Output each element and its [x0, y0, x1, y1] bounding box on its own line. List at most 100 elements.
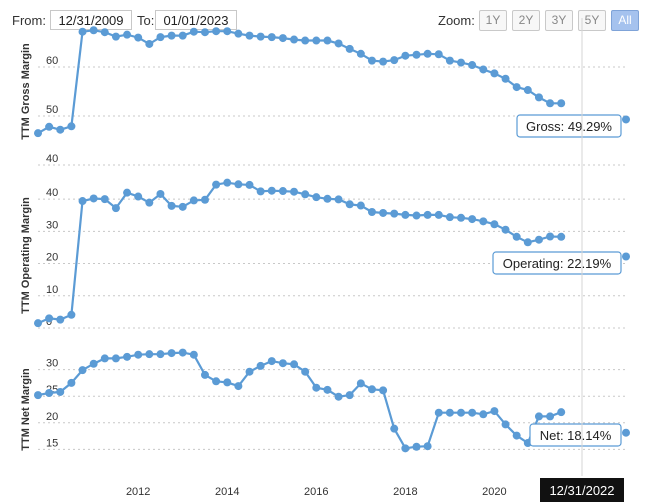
gross-point [223, 27, 232, 36]
net-point [290, 360, 299, 369]
operating-point [278, 187, 287, 196]
operating-point [401, 210, 410, 219]
net-point [334, 392, 343, 401]
net-point [534, 412, 543, 421]
operating-point [557, 232, 566, 241]
operating-point [200, 195, 209, 204]
gross-point [290, 35, 299, 44]
net-ytick-label: 20 [46, 411, 58, 423]
net-point [56, 387, 65, 396]
gross-point [156, 33, 165, 42]
net-point [501, 420, 510, 429]
net-point [557, 408, 566, 417]
net-ytick-label: 30 [46, 358, 58, 370]
zoom-all-button[interactable]: All [611, 10, 639, 31]
net-point [34, 391, 42, 400]
net-point [278, 359, 287, 368]
zoom-label: Zoom: [438, 13, 475, 28]
net-point [379, 386, 388, 395]
operating-tooltip-text: Operating: 22.19% [503, 256, 612, 271]
net-point [167, 349, 176, 358]
net-point [256, 361, 265, 370]
net-point [78, 366, 87, 375]
net-point [468, 408, 477, 417]
gross-point [323, 36, 332, 45]
net-point [390, 424, 399, 433]
operating-ytick-label: 40 [46, 187, 58, 199]
gross-point [557, 99, 566, 108]
gross-point [457, 58, 466, 67]
gross-point [167, 31, 176, 40]
gross-tooltip-box [516, 114, 622, 138]
gross-point [334, 39, 343, 48]
operating-series-line [37, 181, 562, 325]
gross-point [56, 125, 65, 134]
operating-point [334, 195, 343, 204]
operating-point [479, 217, 488, 226]
gross-ytick-label: 40 [46, 153, 58, 165]
x-tick-label: 2016 [304, 486, 328, 498]
to-date-input[interactable]: 01/01/2023 [155, 10, 237, 30]
net-point [45, 389, 54, 398]
gross-point [200, 28, 209, 37]
net-point [367, 385, 376, 394]
net-point [178, 348, 187, 357]
x-tick-label: 2012 [126, 486, 150, 498]
net-point [156, 350, 165, 359]
operating-point [301, 190, 310, 199]
operating-point [367, 208, 376, 216]
operating-point [290, 187, 299, 196]
zoom-2y-button[interactable]: 2Y [512, 10, 540, 31]
net-point [312, 383, 321, 392]
x-tick-label: 2018 [393, 486, 417, 498]
operating-point [356, 201, 365, 210]
from-label: From: [12, 13, 46, 28]
net-point [445, 408, 454, 417]
gross-point [345, 44, 354, 53]
operating-point [379, 208, 388, 217]
gross-tooltip-text: Gross: 49.29% [526, 119, 612, 134]
net-point [356, 379, 365, 388]
operating-point [78, 197, 87, 206]
operating-point [256, 187, 265, 196]
net-point [301, 367, 310, 376]
net-point [67, 378, 76, 387]
to-label: To: [137, 13, 155, 28]
gross-point [189, 27, 198, 36]
operating-point [457, 213, 466, 222]
gross-point [245, 31, 254, 40]
gross-point [100, 28, 109, 37]
zoom-3y-button[interactable]: 3Y [545, 10, 573, 31]
net-point [89, 359, 98, 368]
net-y-axis-title: TTM Net Margin [20, 368, 32, 451]
net-point [423, 442, 432, 451]
gross-point [178, 31, 187, 40]
x-tick-label: 2020 [482, 486, 506, 498]
gross-point [34, 129, 42, 138]
zoom-1y-button[interactable]: 1Y [479, 10, 507, 31]
net-point [412, 442, 421, 451]
operating-ytick-label: 20 [46, 252, 58, 264]
gross-point [134, 33, 143, 42]
gross-point [534, 93, 543, 102]
gross-point [89, 26, 98, 35]
gross-point [445, 56, 454, 65]
operating-tooltip-box [492, 251, 622, 275]
gross-ytick-label: 50 [46, 104, 58, 116]
operating-point [468, 215, 477, 224]
gross-point [367, 56, 376, 65]
gross-series-line [37, 29, 562, 135]
operating-point [412, 211, 421, 220]
operating-point [56, 315, 65, 324]
gross-point [434, 50, 443, 59]
zoom-5y-button[interactable]: 5Y [578, 10, 606, 31]
gross-point [390, 56, 399, 65]
gross-point [412, 50, 421, 59]
gross-y-axis-title: TTM Gross Margin [20, 43, 32, 140]
operating-point [34, 319, 42, 328]
net-point [345, 391, 354, 400]
operating-point [312, 193, 321, 202]
operating-point [123, 188, 132, 197]
gross-point [278, 34, 287, 43]
net-point [134, 350, 143, 359]
